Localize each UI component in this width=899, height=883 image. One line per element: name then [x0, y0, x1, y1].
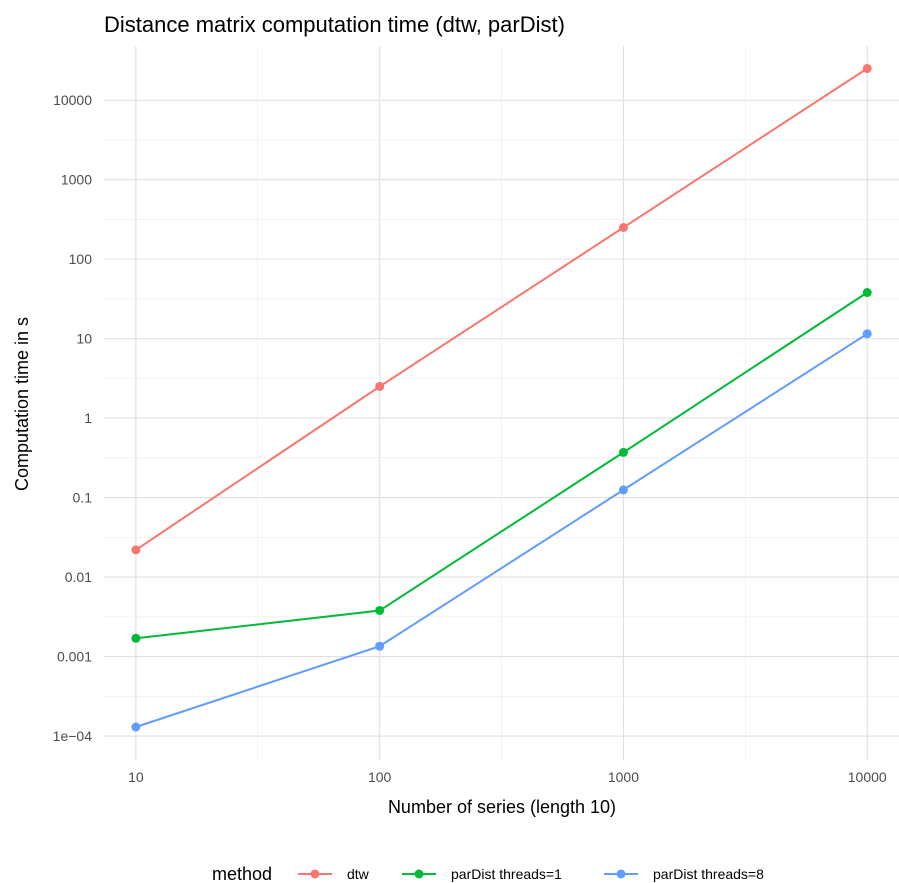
- x-tick-label: 100: [368, 769, 392, 785]
- x-tick-label: 1000: [608, 769, 639, 785]
- legend-label: parDist threads=1: [451, 866, 562, 882]
- data-point: [375, 605, 385, 615]
- data-point: [375, 641, 385, 651]
- series-line-2: [135, 332, 868, 728]
- series-line-0: [135, 67, 868, 551]
- data-point: [862, 329, 872, 339]
- data-point: [618, 222, 628, 232]
- y-tick-label: 10000: [53, 92, 92, 108]
- y-tick-label: 1e−04: [53, 728, 93, 744]
- x-axis: 10 100 1000 10000: [128, 769, 887, 785]
- series-points: [131, 64, 872, 732]
- y-tick-label: 1000: [61, 172, 92, 188]
- data-point: [862, 288, 872, 298]
- y-tick-label: 0.01: [65, 569, 92, 585]
- plot-panel: [104, 46, 899, 760]
- y-tick-label: 100: [69, 251, 93, 267]
- x-tick-label: 10000: [848, 769, 887, 785]
- data-point: [131, 545, 141, 555]
- data-point: [375, 381, 385, 391]
- y-tick-label: 0.1: [73, 490, 93, 506]
- data-point: [618, 485, 628, 495]
- x-axis-title: Number of series (length 10): [388, 797, 616, 817]
- y-axis-title: Computation time in s: [12, 317, 32, 491]
- x-tick-label: 10: [128, 769, 144, 785]
- legend-title: method: [212, 864, 272, 883]
- series-line-1: [135, 291, 868, 640]
- legend-key-point: [616, 869, 626, 879]
- legend: method dtw parDist threads=1 parDist threa…: [212, 864, 764, 883]
- legend-key-point: [310, 869, 320, 879]
- legend-label: dtw: [347, 866, 370, 882]
- y-axis: 1e−04 0.001 0.01 0.1 1 10 100 1000 10000: [53, 92, 93, 744]
- y-tick-label: 0.001: [57, 649, 92, 665]
- legend-key-point: [414, 869, 424, 879]
- y-tick-label: 10: [76, 331, 92, 347]
- series-lines: [135, 67, 868, 728]
- data-point: [131, 633, 141, 643]
- legend-label: parDist threads=8: [653, 866, 764, 882]
- data-point: [862, 64, 872, 74]
- data-point: [131, 722, 141, 732]
- chart-title: Distance matrix computation time (dtw, p…: [104, 12, 565, 37]
- data-point: [618, 447, 628, 457]
- y-tick-label: 1: [84, 410, 92, 426]
